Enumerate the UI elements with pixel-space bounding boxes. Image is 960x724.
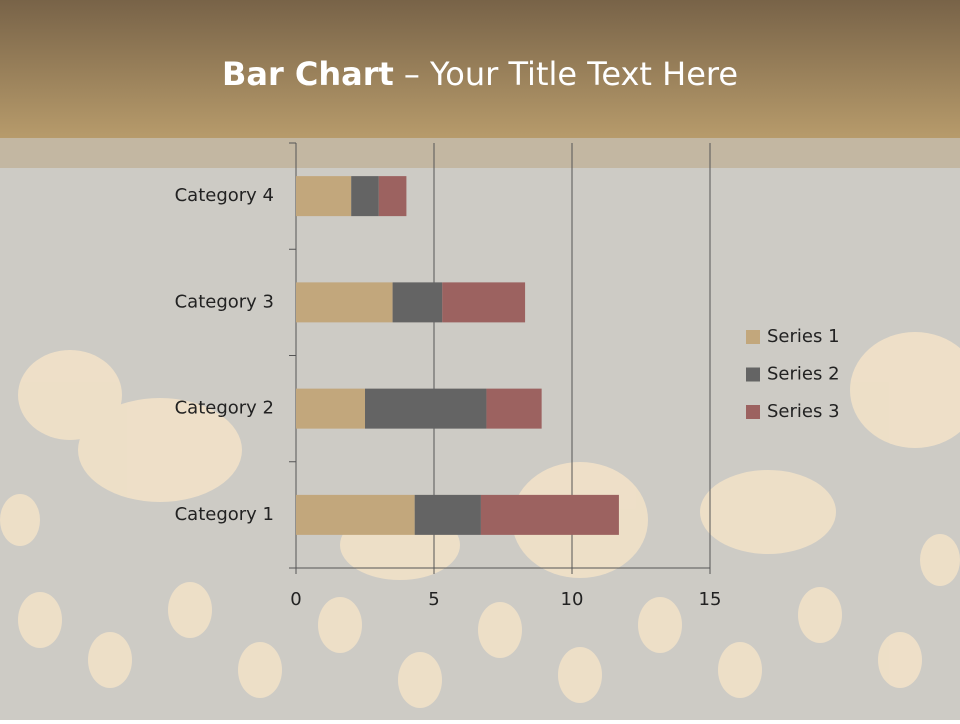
bar bbox=[296, 282, 393, 323]
bar bbox=[296, 176, 352, 217]
x-tick-label: 10 bbox=[561, 589, 584, 610]
bar bbox=[378, 176, 407, 217]
x-tick-label: 0 bbox=[290, 589, 301, 610]
bar bbox=[296, 494, 415, 535]
bar bbox=[296, 388, 365, 429]
x-tick-label: 5 bbox=[428, 589, 439, 610]
bar bbox=[486, 388, 542, 429]
title-rest: – Your Title Text Here bbox=[404, 55, 738, 93]
y-tick-label: Category 4 bbox=[175, 185, 274, 206]
legend-label: Series 2 bbox=[767, 364, 840, 385]
bar bbox=[414, 494, 481, 535]
bar bbox=[392, 282, 443, 323]
bar bbox=[480, 494, 619, 535]
bar bbox=[365, 388, 487, 429]
y-tick-label: Category 1 bbox=[175, 504, 274, 525]
title-bold: Bar Chart bbox=[222, 55, 394, 93]
legend-swatch bbox=[746, 330, 760, 344]
chart-title: Bar Chart – Your Title Text Here bbox=[222, 55, 738, 93]
bar bbox=[351, 176, 379, 217]
legend-swatch bbox=[746, 367, 760, 382]
legend-label: Series 3 bbox=[767, 401, 840, 422]
legend-label: Series 1 bbox=[767, 326, 840, 347]
legend-swatch bbox=[746, 405, 760, 419]
y-tick-label: Category 3 bbox=[175, 291, 274, 312]
bar bbox=[442, 282, 526, 323]
x-tick-label: 15 bbox=[699, 589, 722, 610]
header-stripe bbox=[0, 138, 960, 168]
header-band bbox=[0, 0, 960, 138]
y-tick-label: Category 2 bbox=[175, 398, 274, 419]
